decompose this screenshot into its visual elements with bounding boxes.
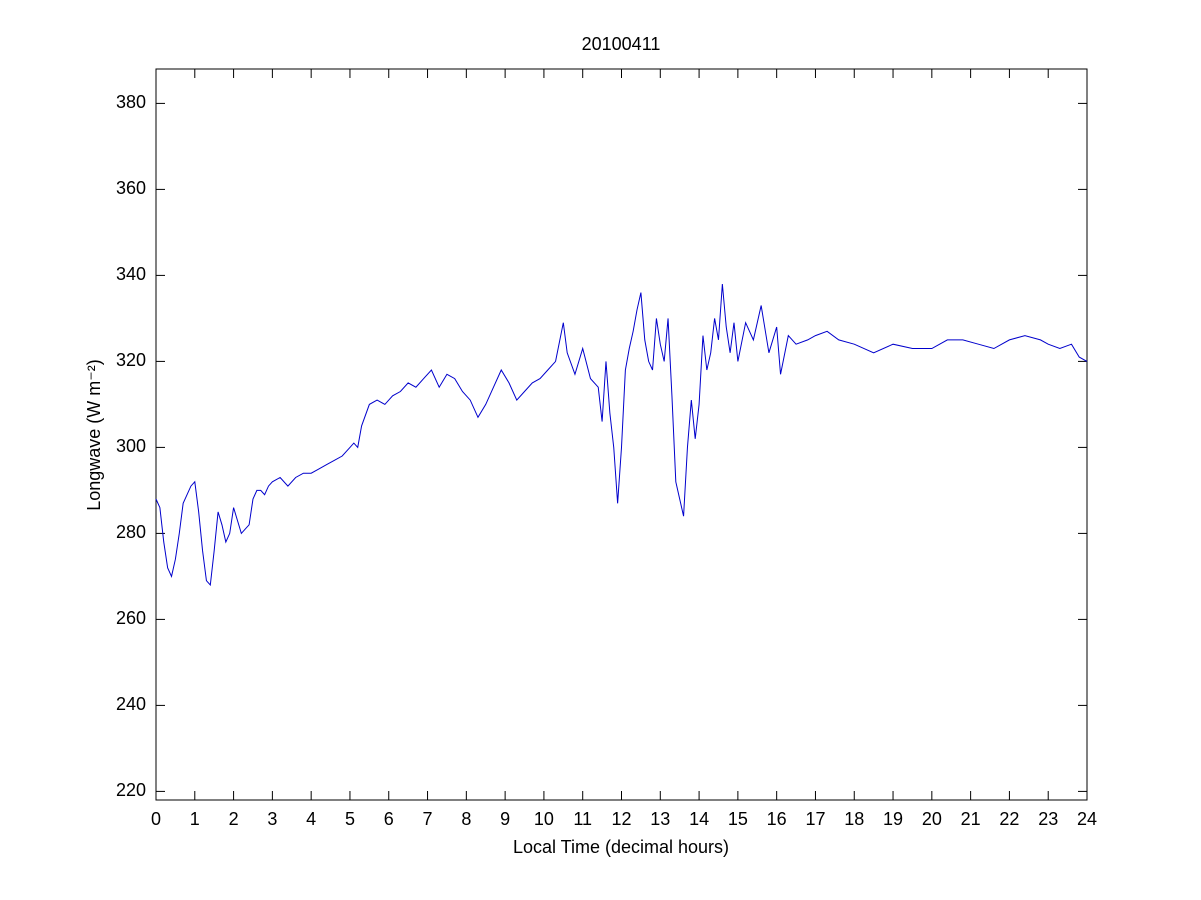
x-tick-label: 9 xyxy=(500,809,510,829)
x-tick-label: 23 xyxy=(1038,809,1058,829)
x-tick-label: 21 xyxy=(961,809,981,829)
x-axis-label: Local Time (decimal hours) xyxy=(513,837,729,857)
data-line xyxy=(155,283,1088,587)
x-tick-label: 10 xyxy=(534,809,554,829)
y-tick-label: 340 xyxy=(116,264,146,284)
y-tick-label: 280 xyxy=(116,522,146,542)
y-tick-label: 360 xyxy=(116,178,146,198)
y-tick-label: 300 xyxy=(116,436,146,456)
y-tick-label: 320 xyxy=(116,350,146,370)
x-tick-label: 4 xyxy=(306,809,316,829)
y-axis-label: Longwave (W m⁻²) xyxy=(84,359,104,511)
x-tick-label: 20 xyxy=(922,809,942,829)
x-tick-label: 17 xyxy=(805,809,825,829)
x-tick-label: 19 xyxy=(883,809,903,829)
x-tick-label: 16 xyxy=(767,809,787,829)
chart-title: 20100411 xyxy=(582,34,661,54)
x-tick-label: 12 xyxy=(611,809,631,829)
axes-box xyxy=(155,68,1088,801)
y-tick-label: 240 xyxy=(116,694,146,714)
x-tick-label: 1 xyxy=(190,809,200,829)
x-tick-label: 14 xyxy=(689,809,709,829)
x-tick-label: 13 xyxy=(650,809,670,829)
x-tick-label: 15 xyxy=(728,809,748,829)
x-tick-label: 2 xyxy=(229,809,239,829)
x-tick-label: 5 xyxy=(345,809,355,829)
y-tick-label: 220 xyxy=(116,780,146,800)
x-tick-label: 0 xyxy=(151,809,161,829)
x-tick-label: 24 xyxy=(1077,809,1097,829)
y-tick-label: 380 xyxy=(116,92,146,112)
x-tick-label: 22 xyxy=(999,809,1019,829)
x-tick-label: 11 xyxy=(573,809,592,829)
x-tick-label: 3 xyxy=(267,809,277,829)
x-tick-label: 7 xyxy=(423,809,433,829)
y-tick-label: 260 xyxy=(116,608,146,628)
x-tick-label: 6 xyxy=(384,809,394,829)
x-tick-label: 18 xyxy=(844,809,864,829)
x-tick-label: 8 xyxy=(461,809,471,829)
